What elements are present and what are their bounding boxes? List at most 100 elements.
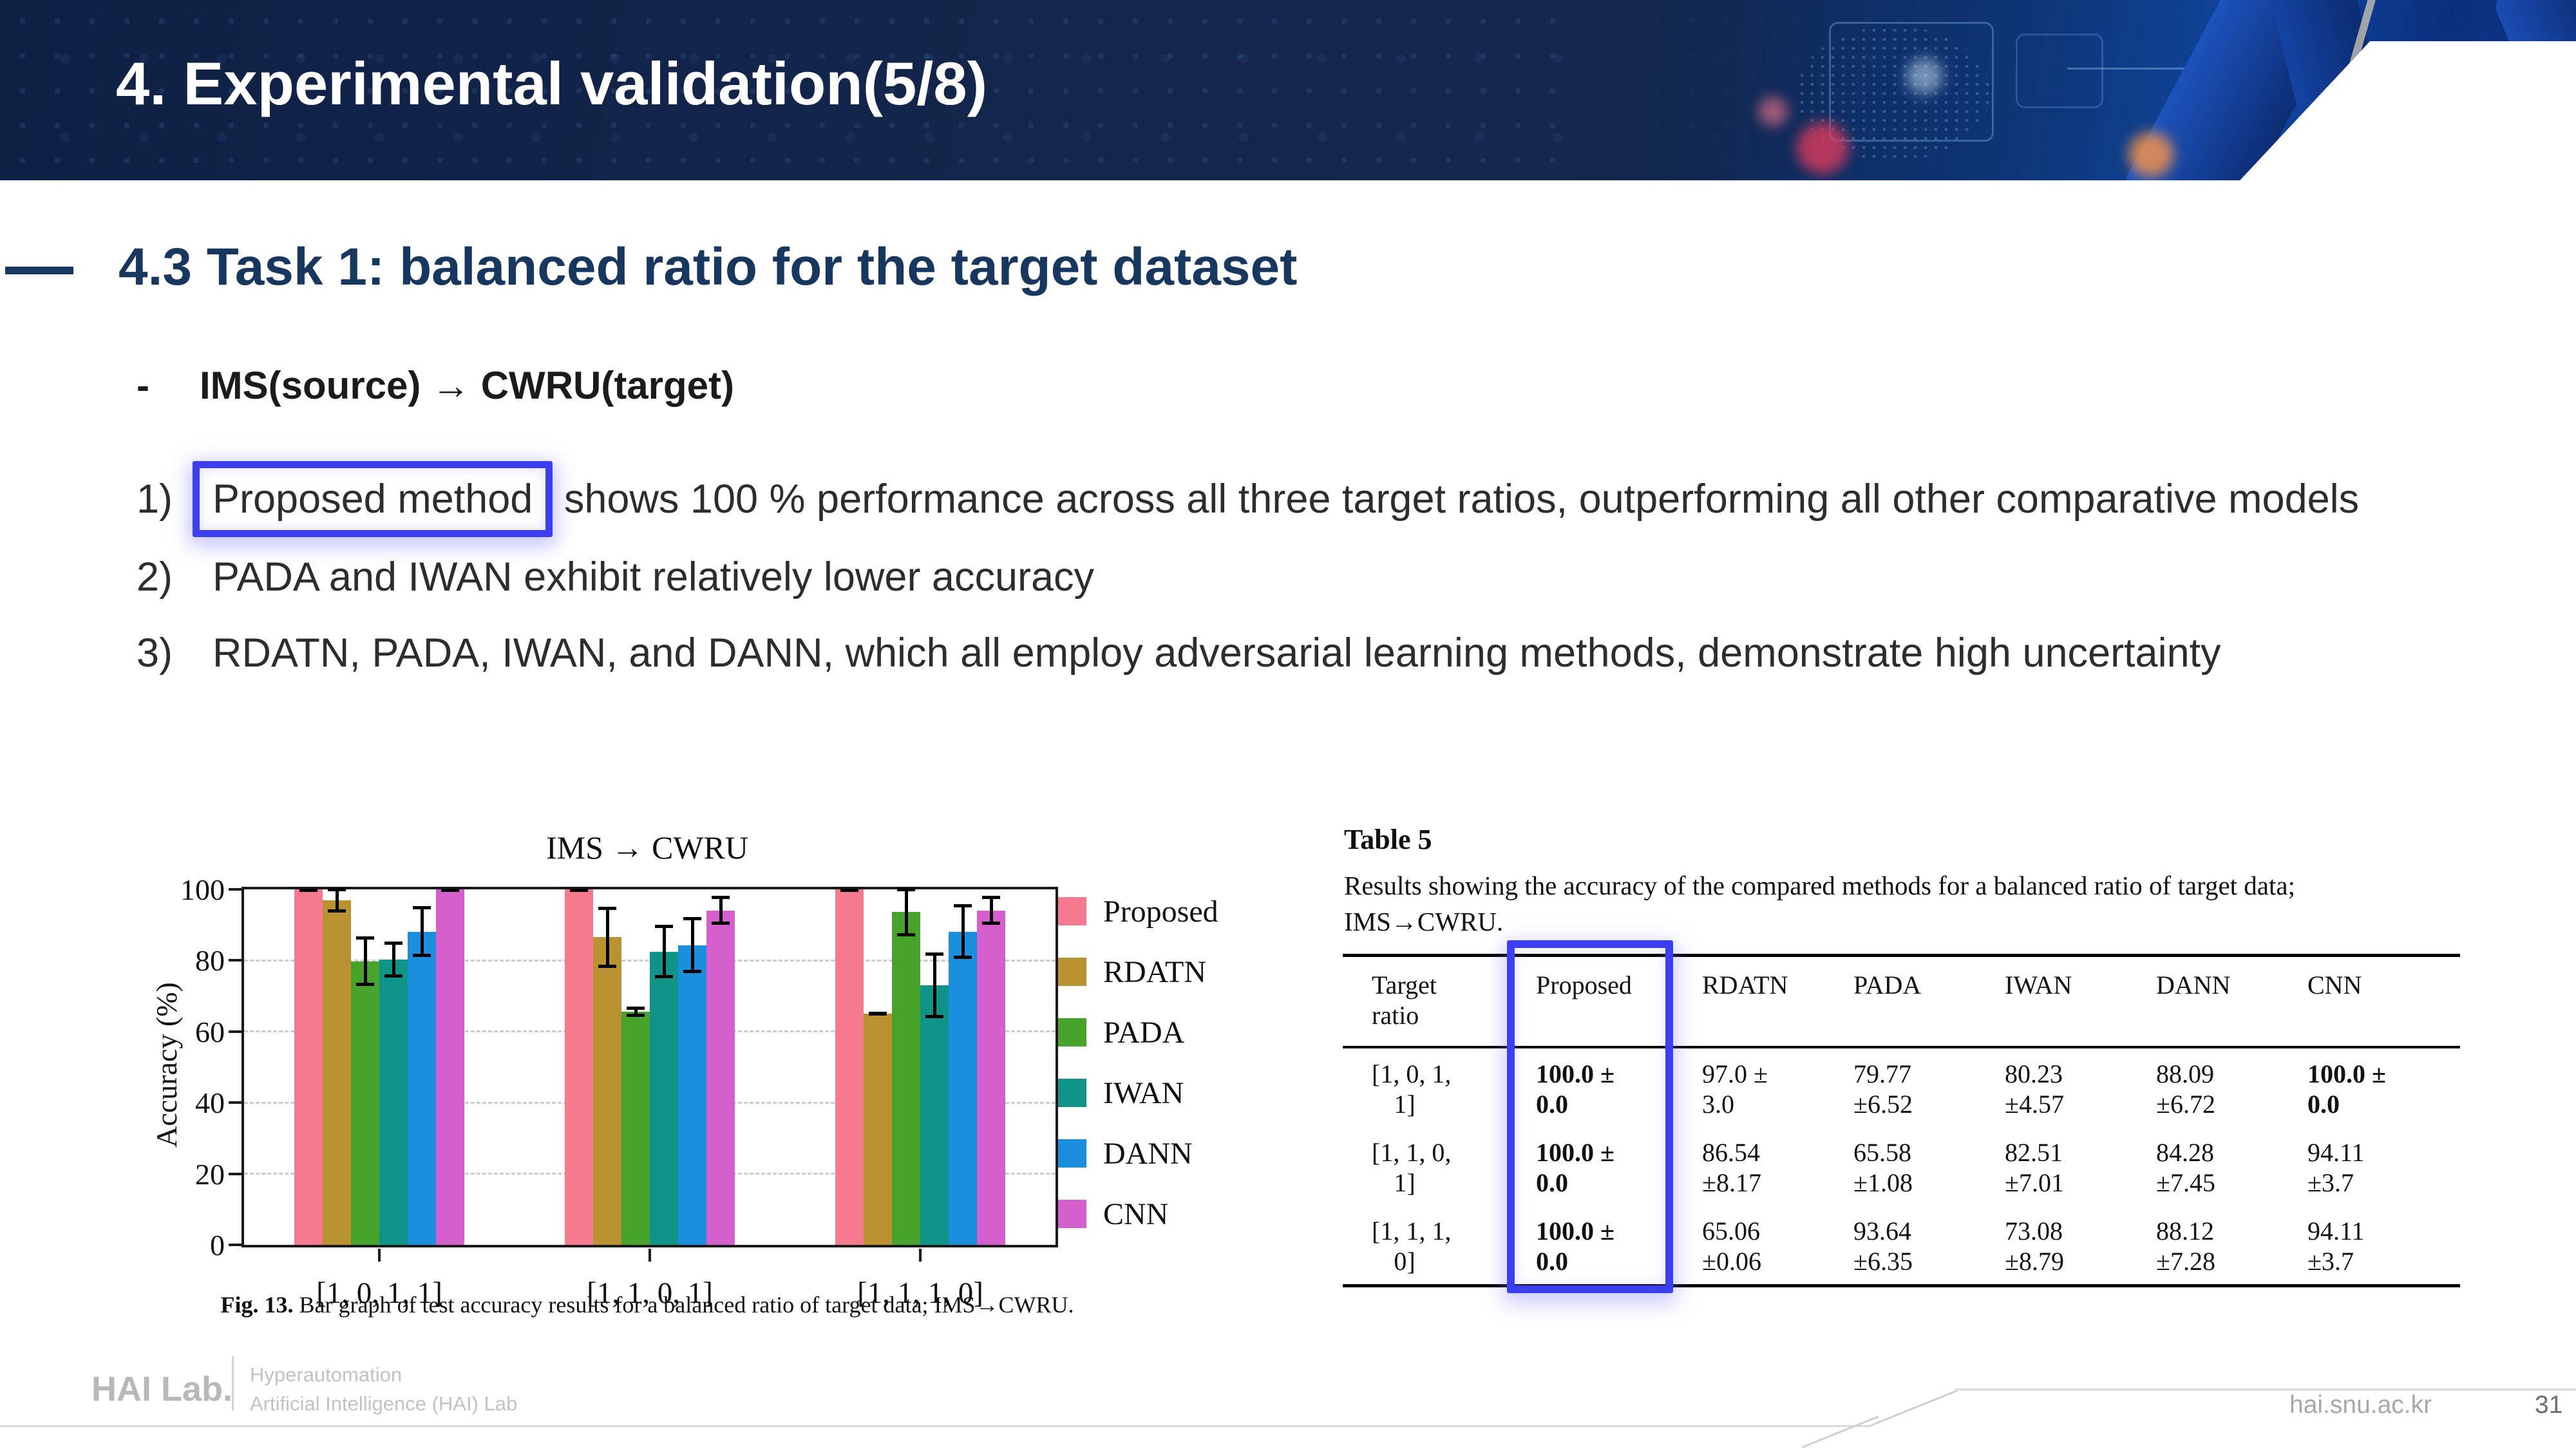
cell-value-line: 65.06 <box>1702 1217 1760 1245</box>
table-caption: Results showing the accuracy of the comp… <box>1344 871 2295 936</box>
column-header-line: CNN <box>2307 971 2362 999</box>
error-cap <box>356 936 374 940</box>
cell-value-line: 97.0 ± <box>1702 1059 1768 1088</box>
cell-value-line: 79.77 <box>1853 1059 1911 1088</box>
error-cap-zero <box>840 889 858 892</box>
chart-title: IMS → CWRU <box>546 829 748 866</box>
cell-value: 80.23 ±4.57 <box>1976 1047 2127 1127</box>
cell-value: 82.51 ±7.01 <box>1976 1127 2127 1206</box>
target-ratio-line2: 0] <box>1394 1247 1416 1276</box>
y-tick-label: 100 <box>180 873 225 906</box>
cell-value-line: ±0.06 <box>1702 1247 1761 1276</box>
error-cap <box>413 954 431 958</box>
point-1-number: 1) <box>137 477 173 522</box>
cell-value: 88.12 ±7.28 <box>2127 1206 2278 1286</box>
legend-item-CNN: CNN <box>1058 1197 1218 1231</box>
error-cap <box>869 1012 887 1016</box>
error-cap-zero <box>441 889 459 892</box>
y-tick-label: 40 <box>195 1086 225 1120</box>
header-banner: 4. Experimental validation(5/8) <box>0 0 2576 180</box>
column-header-iwan: IWAN <box>1976 955 2127 1048</box>
target-ratio-line1: [1, 0, 1, <box>1372 1059 1452 1088</box>
cell-value: 65.58 ±1.08 <box>1824 1127 1976 1206</box>
cell-value-line: ±7.45 <box>2156 1168 2215 1197</box>
column-header-proposed: Proposed <box>1507 955 1673 1048</box>
cell-value: 100.0 ±0.0 <box>1507 1127 1673 1206</box>
error-cap <box>413 906 431 910</box>
footer-line-diagonal <box>1870 1389 1958 1426</box>
error-cap <box>627 1006 645 1010</box>
legend-swatch-DANN <box>1058 1139 1086 1168</box>
legend-label-RDATN: RDATN <box>1103 954 1207 989</box>
bar-DANN-group2 <box>678 945 706 1245</box>
cell-value: 100.0 ±0.0 <box>1507 1206 1673 1286</box>
bar-RDATN-group1 <box>323 900 351 1245</box>
bokeh-light <box>2128 132 2174 177</box>
legend-item-Proposed: Proposed <box>1058 894 1218 929</box>
cell-value-line: ±7.01 <box>2005 1168 2064 1197</box>
legend-swatch-RDATN <box>1058 958 1086 986</box>
figure-caption-label: Fig. 13. <box>220 1292 294 1318</box>
table-row: [1, 1, 1, 0] 100.0 ±0.0 65.06 ±0.06 93.64 ±6.3… <box>1343 1206 2460 1286</box>
cell-value-line: ±8.79 <box>2005 1247 2064 1276</box>
error-cap <box>712 895 730 899</box>
point-3: 3) RDATN, PADA, IWAN, and DANN, which al… <box>137 627 2221 679</box>
error-cap <box>954 904 972 907</box>
error-cap <box>925 1014 943 1018</box>
legend-swatch-IWAN <box>1058 1079 1086 1107</box>
error-bar-DANN-group1 <box>420 907 424 956</box>
cell-value: 97.0 ±3.0 <box>1673 1047 1824 1127</box>
logo-divider <box>232 1356 234 1410</box>
cell-value-line: 94.11 <box>2307 1217 2365 1245</box>
error-cap <box>712 922 730 925</box>
section-title: 4.3 Task 1: balanced ratio for the targe… <box>118 238 1298 296</box>
hud-panel-graphic <box>1829 22 1994 142</box>
column-header-line: PADA <box>1853 971 1922 999</box>
error-cap <box>897 933 915 936</box>
cell-value-line: 86.54 <box>1702 1138 1760 1167</box>
cell-value-line: ±6.72 <box>2156 1090 2215 1119</box>
error-bar-PADA-group2 <box>634 1008 638 1016</box>
y-tick-label: 20 <box>195 1157 225 1191</box>
legend-item-IWAN: IWAN <box>1058 1076 1218 1110</box>
cell-value: 93.64 ±6.35 <box>1824 1206 1976 1286</box>
cell-target-ratio: [1, 1, 0, 1] <box>1343 1127 1507 1206</box>
cell-value-line: 65.58 <box>1853 1138 1911 1167</box>
legend-swatch-PADA <box>1058 1018 1086 1046</box>
cell-value-line: 0.0 <box>1536 1090 1568 1119</box>
bar-Proposed-group2 <box>565 889 593 1245</box>
column-header-line: ratio <box>1372 1001 1419 1030</box>
legend-label-PADA: PADA <box>1103 1015 1185 1050</box>
y-tick-mark <box>229 1030 242 1033</box>
legend-label-Proposed: Proposed <box>1103 894 1218 929</box>
cell-value: 100.0 ±0.0 <box>1507 1047 1673 1127</box>
error-bar-CNN-group3 <box>989 897 993 923</box>
x-tick-mark <box>919 1249 922 1262</box>
column-header-line: IWAN <box>2005 971 2072 999</box>
error-cap <box>655 925 673 929</box>
bar-RDATN-group3 <box>864 1013 892 1245</box>
bar-CNN-group1 <box>436 889 464 1245</box>
bar-CNN-group2 <box>706 910 735 1245</box>
cell-target-ratio: [1, 0, 1, 1] <box>1343 1047 1507 1127</box>
target-ratio-line1: [1, 1, 1, <box>1372 1217 1452 1245</box>
cell-value: 73.08 ±8.79 <box>1976 1206 2127 1286</box>
section-dash <box>5 267 73 274</box>
figure-caption-text: Bar graph of test accuracy results for a… <box>293 1292 1074 1318</box>
chart-plot-area: 0 20 40 60 80 100 [1, 0, 1, 1] [1, 1, 0, 1] [1, … <box>180 873 1058 1310</box>
cell-value-line: ±6.52 <box>1853 1090 1913 1119</box>
cell-value-line: ±1.08 <box>1853 1168 1913 1197</box>
point-3-text: RDATN, PADA, IWAN, and DANN, which all e… <box>213 630 2221 676</box>
error-bar-DANN-group3 <box>961 905 965 958</box>
chart-legend: Proposed RDATN PADA IWAN DANN CNN <box>1058 894 1218 1259</box>
bar-Proposed-group1 <box>294 889 323 1245</box>
legend-swatch-CNN <box>1058 1200 1086 1228</box>
y-tick-label: 80 <box>195 944 225 978</box>
cell-value-line: 94.11 <box>2307 1138 2365 1167</box>
target-ratio-line1: [1, 1, 0, <box>1372 1138 1452 1167</box>
point-1: 1) Proposed method shows 100 % performan… <box>137 457 2359 541</box>
cell-value: 94.11 ±3.7 <box>2278 1206 2460 1286</box>
cell-value-line: ±3.7 <box>2307 1168 2354 1197</box>
y-tick-label: 60 <box>195 1015 225 1048</box>
